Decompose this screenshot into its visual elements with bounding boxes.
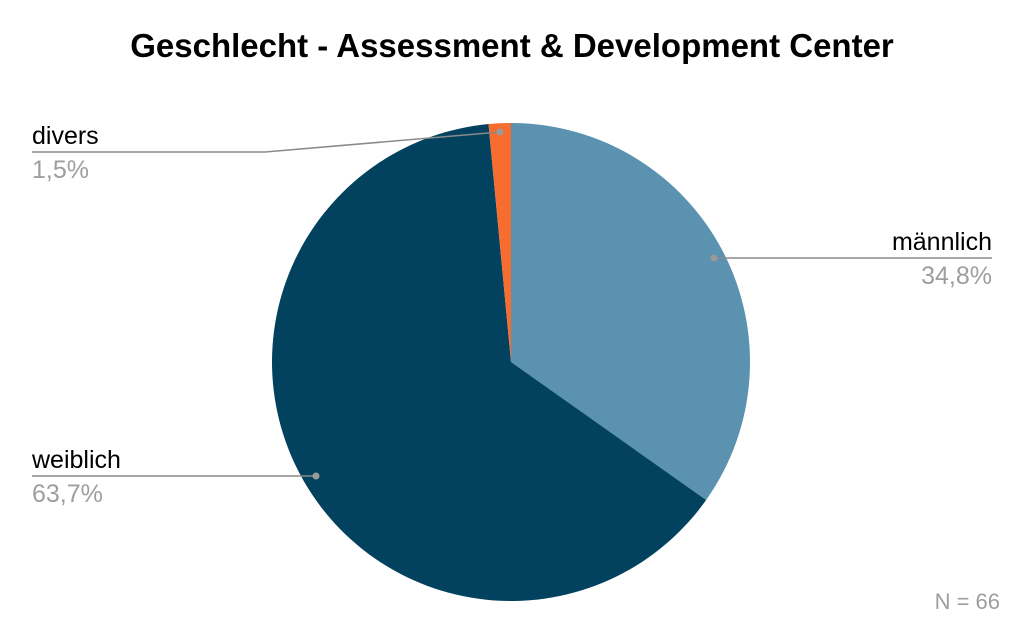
chart-title: Geschlecht - Assessment & Development Ce… bbox=[130, 27, 894, 64]
pie-slices bbox=[272, 123, 751, 601]
slice-value-maennlich: 34,8% bbox=[921, 262, 992, 290]
slice-label-maennlich: männlich bbox=[892, 228, 992, 256]
slice-label-divers: divers bbox=[32, 122, 99, 150]
leader-dot-maennlich bbox=[710, 254, 718, 262]
leader-divers bbox=[32, 128, 504, 153]
pie-slice-weiblich bbox=[272, 124, 707, 601]
leader-weiblich bbox=[32, 472, 320, 480]
leader-maennlich bbox=[710, 254, 992, 262]
leader-dot-weiblich bbox=[312, 472, 320, 480]
slice-value-weiblich: 63,7% bbox=[32, 480, 103, 508]
pie-slice-maennlich bbox=[511, 123, 751, 501]
sample-size-note: N = 66 bbox=[935, 589, 1000, 614]
leader-dot-divers bbox=[496, 128, 504, 136]
pie-slice-divers bbox=[488, 123, 511, 362]
slice-value-divers: 1,5% bbox=[32, 156, 89, 184]
slice-label-weiblich: weiblich bbox=[31, 446, 121, 474]
leader-line-divers bbox=[32, 131, 501, 153]
